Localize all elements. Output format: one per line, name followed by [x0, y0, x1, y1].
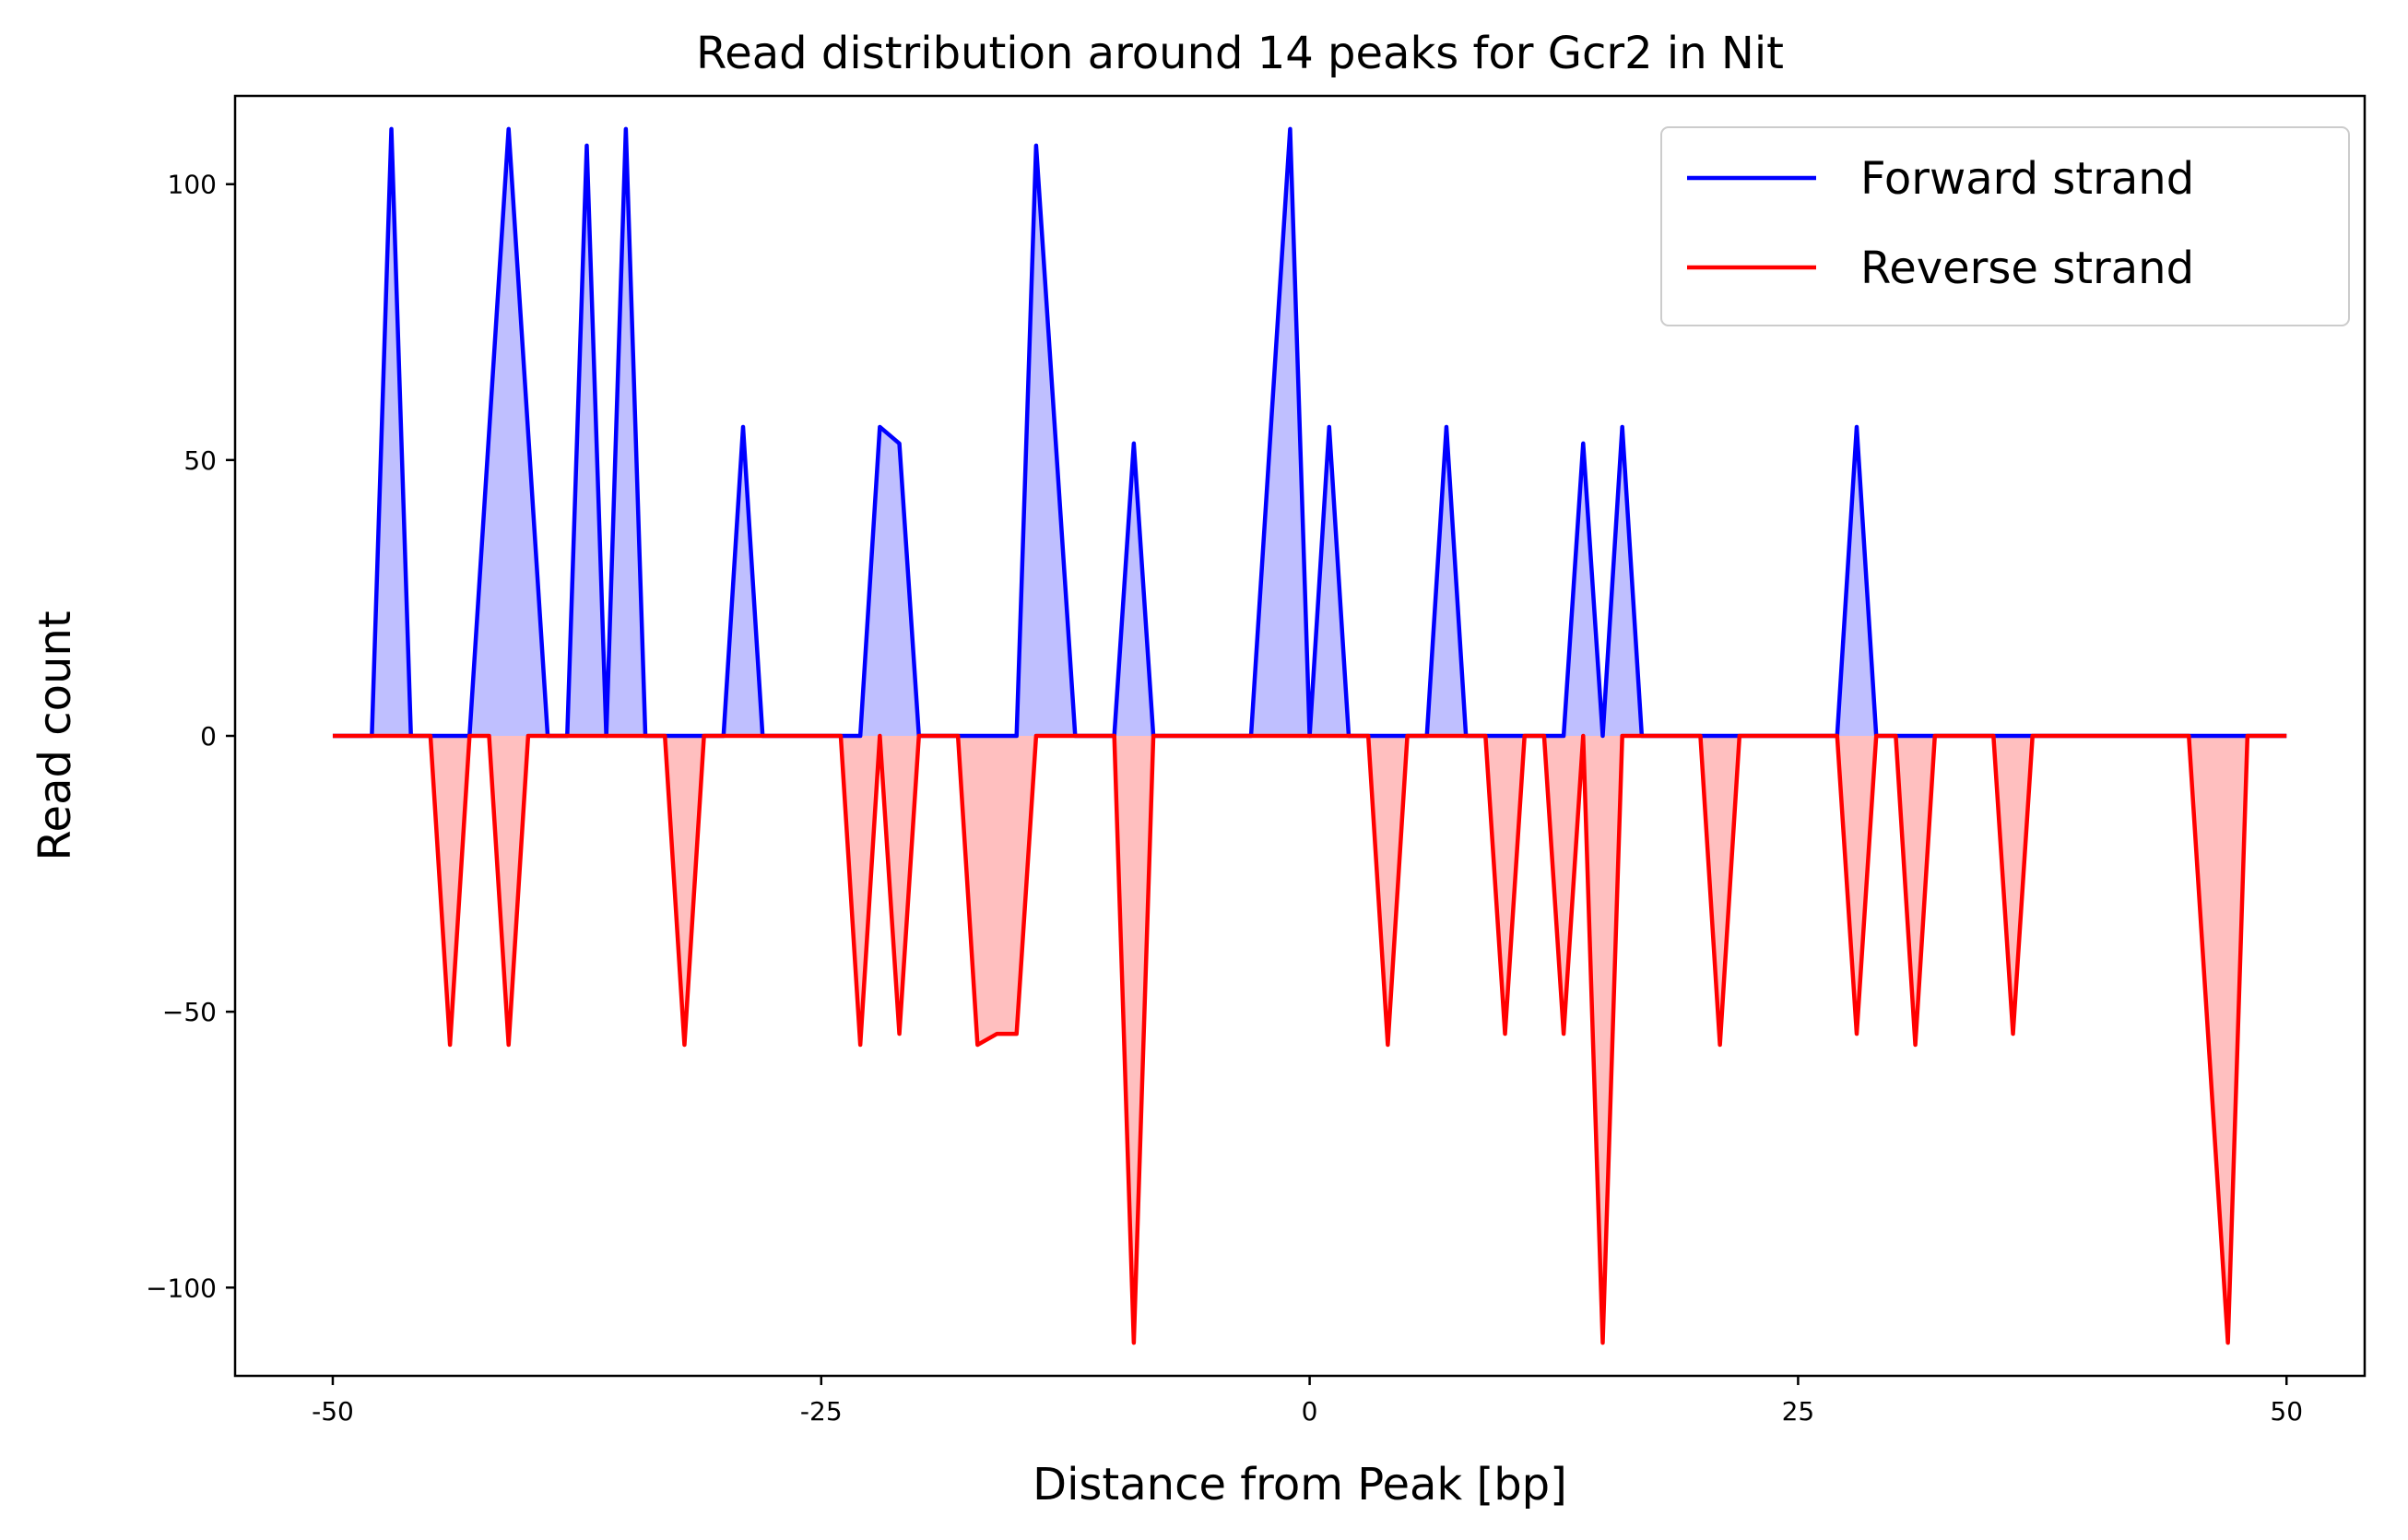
chart-title: Read distribution around 14 peaks for Gc…: [696, 28, 1784, 79]
series-fill-reverse: [332, 736, 2287, 1344]
series-layer: [332, 126, 2287, 1345]
x-tick-label: 0: [1302, 1396, 1318, 1427]
y-axis-ticks: −100 −50 0 50 100: [146, 170, 235, 1303]
legend-label-forward: Forward strand: [1860, 153, 2194, 205]
y-tick-label: −100: [146, 1273, 217, 1303]
legend-box: [1660, 126, 2350, 326]
series-lines: [332, 126, 2287, 1345]
series-fill-forward: [332, 128, 2287, 736]
y-tick-label: 50: [183, 445, 217, 476]
y-tick-label: 100: [168, 170, 217, 200]
x-tick-label: 25: [1782, 1396, 1815, 1427]
y-axis-title: Read count: [30, 610, 81, 860]
x-tick-label: -50: [312, 1396, 354, 1427]
fill-areas: [332, 128, 2287, 1344]
y-tick-label: 0: [200, 721, 217, 752]
y-tick-label: −50: [162, 997, 217, 1027]
x-axis-title: Distance from Peak [bp]: [1033, 1459, 1567, 1510]
legend: Forward strand Reverse strand: [1660, 126, 2350, 326]
x-tick-label: 50: [2270, 1396, 2303, 1427]
series-line-reverse: [332, 733, 2287, 1345]
x-axis-ticks: -50 -25 0 25 50: [312, 1376, 2303, 1427]
x-tick-label: -25: [800, 1396, 843, 1427]
legend-label-reverse: Reverse strand: [1860, 243, 2194, 294]
